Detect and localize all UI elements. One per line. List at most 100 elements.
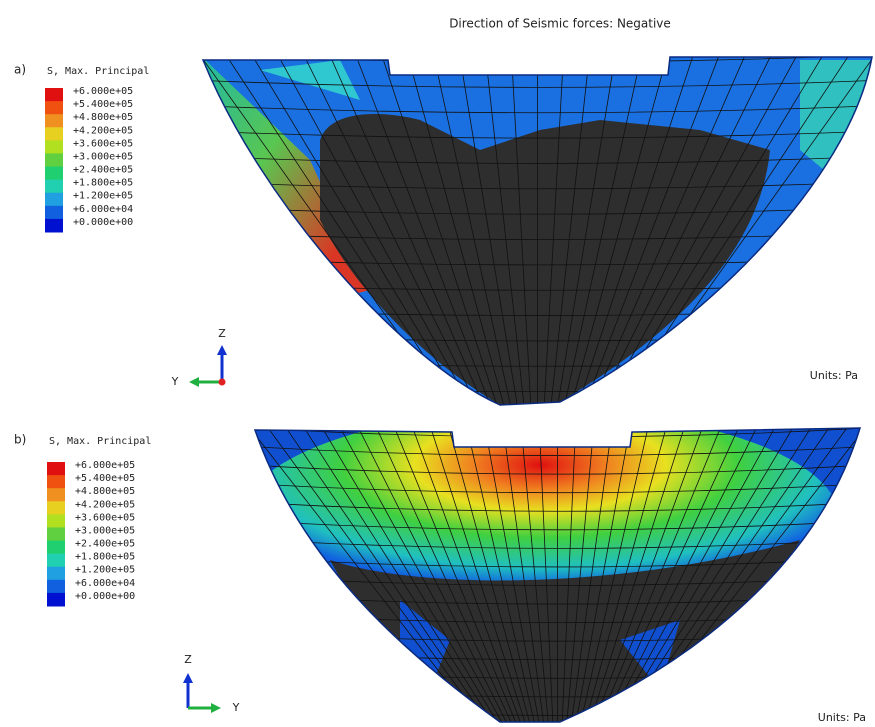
legend-swatch (47, 501, 65, 515)
mesh-line (412, 428, 522, 722)
figure-title: Direction of Seismic forces: Negative (449, 17, 671, 31)
legend-swatch (45, 127, 63, 141)
mesh-line (556, 57, 616, 405)
mesh-line (303, 428, 495, 722)
mesh-line (358, 428, 509, 722)
legend-label: +4.800e+05 (73, 112, 133, 123)
mesh-line (433, 57, 512, 405)
mesh-line (203, 181, 872, 190)
mesh-line (225, 57, 460, 405)
mesh-line (466, 428, 536, 722)
mesh-line (611, 428, 775, 722)
legend-swatch (47, 462, 65, 476)
mesh-line (485, 57, 525, 405)
legend-label: +3.000e+05 (73, 151, 133, 162)
mesh-line (340, 428, 504, 722)
legend-swatch (47, 566, 65, 581)
mesh-line (561, 428, 576, 722)
legend-swatch (47, 475, 65, 489)
legend-label: +6.000e+05 (75, 460, 135, 471)
legend-label: +2.400e+05 (73, 165, 133, 176)
legend-swatch (47, 579, 65, 594)
legend-title: S, Max. Principal (49, 436, 151, 447)
panel-label: b) (14, 433, 26, 447)
dam-outline-b (253, 427, 862, 723)
legend-label: +5.400e+05 (75, 473, 135, 484)
mesh-line (582, 57, 720, 405)
legend-label: +4.800e+05 (75, 486, 135, 497)
legend-label: +6.000e+04 (75, 578, 135, 589)
legend-swatch (45, 179, 63, 194)
units-label: Units: Pa (810, 369, 858, 382)
legend-swatch (45, 153, 63, 168)
mesh-line (576, 57, 694, 405)
legend-label: +4.200e+05 (75, 499, 135, 510)
legend-label: +1.800e+05 (73, 178, 133, 189)
mesh-line (376, 428, 513, 722)
mesh-line (595, 57, 772, 405)
mesh-line (459, 57, 519, 405)
legend-swatch (45, 101, 63, 115)
panel-label: a) (14, 63, 26, 77)
mesh-line (606, 428, 757, 722)
mesh-line (394, 428, 518, 722)
mesh-line (579, 428, 649, 722)
legend-swatch (47, 514, 65, 528)
mesh-line (566, 428, 595, 722)
axis-label: Y (171, 375, 179, 388)
legend-swatch (45, 192, 63, 207)
legend-label: +6.000e+04 (73, 204, 133, 215)
legend-title: S, Max. Principal (47, 66, 149, 77)
mesh-line (597, 428, 721, 722)
legends: a) S, Max. Principal +6.000e+05 +5.400e+05 +… (14, 63, 151, 607)
legend-label: +5.400e+05 (73, 99, 133, 110)
mesh-line (203, 105, 872, 114)
legend-label: +2.400e+05 (75, 539, 135, 550)
mesh-line (203, 156, 872, 164)
mesh-line (255, 428, 481, 722)
mesh-line (203, 79, 872, 88)
mesh-line (520, 428, 549, 722)
legend-swatch (45, 205, 63, 220)
mesh-line (255, 538, 860, 549)
legend-swatch (45, 88, 63, 102)
mesh-line (322, 428, 500, 722)
dam-outline-a (201, 56, 873, 406)
mesh-line (588, 428, 685, 722)
mesh-line (602, 57, 798, 405)
mesh-line (602, 428, 739, 722)
mesh-line (329, 57, 486, 405)
mesh-line (277, 57, 473, 405)
legend-label: +0.000e+00 (73, 217, 133, 228)
mesh-line (285, 428, 490, 722)
legend-label: +3.000e+05 (75, 525, 135, 536)
mesh-line (584, 428, 667, 722)
legend-label: +1.200e+05 (75, 565, 135, 576)
legend-swatch (47, 527, 65, 542)
legend-swatch (45, 218, 63, 233)
legend-label: +4.200e+05 (73, 125, 133, 136)
legend-label: +3.600e+05 (73, 138, 133, 149)
mesh-line (203, 206, 872, 215)
mesh-line (539, 428, 554, 722)
mesh-line (484, 428, 540, 722)
legend-label: +3.600e+05 (75, 512, 135, 523)
legend-label: +1.800e+05 (75, 552, 135, 563)
axis-label: Z (184, 653, 192, 666)
mesh-line (563, 57, 642, 405)
mesh-line (511, 57, 532, 405)
axis-label: Y (232, 701, 240, 714)
mesh-line (615, 428, 793, 722)
axis-triad-a: Z Y (171, 327, 227, 388)
mesh-line (593, 428, 703, 722)
legend-swatch (45, 114, 63, 128)
mesh-line (251, 57, 467, 405)
mesh-line (543, 57, 564, 405)
mesh-line (255, 501, 860, 512)
legend-swatch (47, 488, 65, 502)
mesh-line (589, 57, 746, 405)
mesh-line (255, 483, 860, 494)
mesh-line (255, 557, 860, 568)
mesh-line (267, 428, 486, 722)
